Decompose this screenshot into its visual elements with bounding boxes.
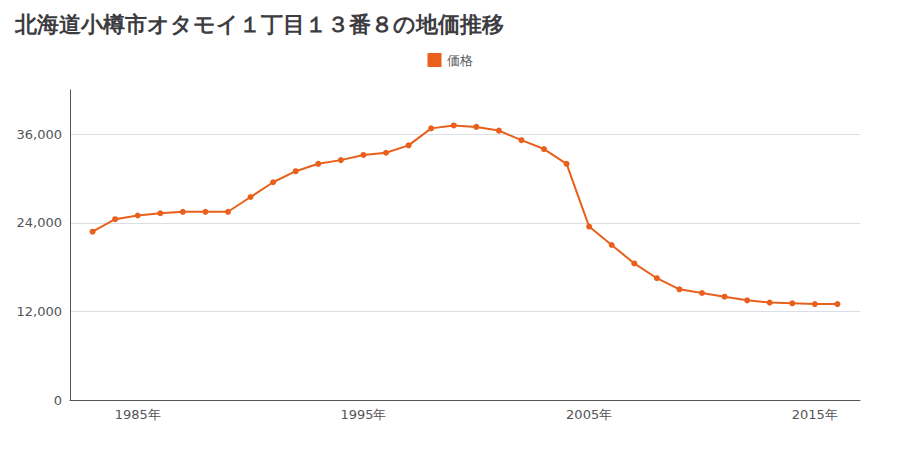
svg-text:価格: 価格 (447, 53, 473, 68)
svg-text:2005年: 2005年 (566, 407, 612, 422)
svg-text:2015年: 2015年 (792, 407, 838, 422)
svg-text:0: 0 (54, 393, 62, 408)
svg-text:24,000: 24,000 (17, 215, 63, 230)
svg-text:12,000: 12,000 (17, 304, 63, 319)
svg-text:北海道小樽市オタモイ１丁目１３番８の地価推移: 北海道小樽市オタモイ１丁目１３番８の地価推移 (14, 12, 504, 37)
svg-text:36,000: 36,000 (17, 127, 63, 142)
svg-text:1995年: 1995年 (340, 407, 386, 422)
svg-text:1985年: 1985年 (115, 407, 161, 422)
